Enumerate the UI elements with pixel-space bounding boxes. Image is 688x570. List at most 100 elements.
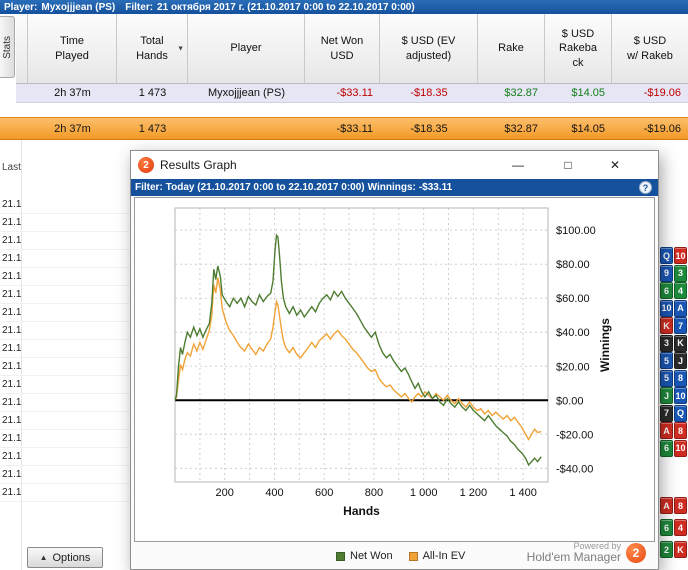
card: 6 bbox=[660, 439, 673, 457]
help-button[interactable]: ? bbox=[639, 181, 652, 194]
card: 6 bbox=[660, 519, 673, 536]
session-time[interactable]: 21.1 bbox=[0, 304, 129, 322]
session-time[interactable]: 21.1 bbox=[0, 484, 129, 502]
powered-by-brand: Powered by Hold'em Manager 2 bbox=[527, 541, 646, 564]
session-time[interactable]: 21.1 bbox=[0, 250, 129, 268]
legend-item-allin-ev: All-In EV bbox=[408, 550, 465, 562]
card: J bbox=[660, 387, 673, 404]
graph-winnings-value: -$33.11 bbox=[418, 182, 453, 193]
card: 10 bbox=[674, 439, 687, 457]
graph-filter-bar: Filter: Today (21.10.2017 0:00 to 22.10.… bbox=[131, 179, 658, 196]
powered-by-line1: Powered by bbox=[573, 541, 621, 551]
session-time[interactable]: 21.1 bbox=[0, 448, 129, 466]
table-row[interactable]: 2h 37m 1 473 Myxojjjean (PS) -$33.11 -$1… bbox=[16, 84, 688, 103]
options-button[interactable]: ▲ Options bbox=[27, 547, 103, 568]
popup-title: Results Graph bbox=[160, 158, 237, 172]
session-time[interactable]: 21.1 bbox=[0, 232, 129, 250]
session-time[interactable]: 21.1 bbox=[0, 430, 129, 448]
results-table-header: Time Played Total Hands ▼ Player Net Won … bbox=[16, 14, 688, 84]
graph-filter-label: Filter: bbox=[135, 182, 163, 193]
cell-player: Myxojjjean (PS) bbox=[207, 87, 286, 99]
card: 3 bbox=[674, 264, 687, 282]
card: A bbox=[674, 299, 687, 317]
session-time[interactable]: 21.1 bbox=[0, 412, 129, 430]
session-time[interactable]: 21.1 bbox=[0, 394, 129, 412]
session-time[interactable]: 21.1 bbox=[0, 196, 129, 214]
cell-w-rakeback: -$19.06 bbox=[643, 87, 681, 99]
y-tick-label: -$40.00 bbox=[556, 463, 593, 475]
results-graph-titlebar[interactable]: 2 Results Graph — □ ✕ bbox=[131, 151, 658, 179]
total-player bbox=[188, 118, 305, 139]
player-filter-status-bar: Player: Myxojjjean (PS) Filter: 21 октяб… bbox=[0, 0, 688, 14]
powered-by-text: Powered by Hold'em Manager bbox=[527, 541, 621, 564]
card: A bbox=[660, 422, 673, 439]
list-column-divider bbox=[21, 140, 22, 570]
total-rake: $32.87 bbox=[504, 122, 538, 135]
col-header-total-hands[interactable]: Total Hands ▼ bbox=[117, 14, 188, 83]
options-button-label: Options bbox=[52, 551, 91, 564]
session-time[interactable]: 21.1 bbox=[0, 268, 129, 286]
col-header-rakeback[interactable]: $ USD Rakeback bbox=[545, 14, 612, 83]
maximize-button[interactable]: □ bbox=[564, 158, 572, 172]
col-header-net-won-label: Net Won USD bbox=[320, 35, 364, 62]
card: 8 bbox=[674, 422, 687, 439]
col-header-time-played[interactable]: Time Played bbox=[28, 14, 117, 83]
hole-cards[interactable]: 10 A bbox=[660, 299, 687, 317]
col-header-w-rakeback[interactable]: $ USD w/ Rakeb bbox=[612, 14, 688, 83]
session-time[interactable]: 21.1 bbox=[0, 286, 129, 304]
minimize-button[interactable]: — bbox=[512, 158, 524, 172]
graph-winnings-label: Winnings: bbox=[367, 182, 416, 193]
session-time[interactable]: 21.1 bbox=[0, 376, 129, 394]
card: 7 bbox=[674, 317, 687, 334]
sort-arrow-icon[interactable]: ▼ bbox=[177, 44, 184, 52]
hole-cards[interactable]: 6 10 bbox=[660, 439, 687, 457]
session-time[interactable]: 21.1 bbox=[0, 340, 129, 358]
session-time-list: 21.1 21.1 21.1 21.1 21.1 21.1 21.1 21.1 21.1 21.1… bbox=[0, 196, 129, 502]
stats-side-tab[interactable]: Stats bbox=[0, 16, 15, 78]
card: 9 bbox=[660, 264, 673, 282]
col-header-player-label: Player bbox=[230, 42, 262, 55]
powered-by-line2: Hold'em Manager bbox=[526, 550, 621, 564]
card: 7 bbox=[660, 404, 673, 422]
x-tick-label: 600 bbox=[315, 487, 333, 499]
hole-cards[interactable]: Q 10 bbox=[660, 247, 687, 264]
card: 10 bbox=[674, 247, 687, 264]
player-label: Player: bbox=[4, 1, 38, 13]
hm2-app-icon-digit: 2 bbox=[143, 159, 149, 171]
row-gutter bbox=[16, 84, 28, 102]
card: K bbox=[660, 317, 673, 334]
cell-rake: $32.87 bbox=[504, 87, 538, 99]
card: 3 bbox=[660, 334, 673, 352]
hole-cards[interactable]: J 10 bbox=[660, 387, 687, 404]
card: 10 bbox=[674, 387, 687, 404]
col-header-rake-label: Rake bbox=[498, 42, 524, 55]
results-chart: $100.00 $80.00 $60.00 $40.00 $20.00 $0.00 -$20… bbox=[174, 207, 612, 518]
legend-item-net-won: Net Won bbox=[336, 550, 393, 562]
session-time[interactable]: 21.1 bbox=[0, 214, 129, 232]
session-time[interactable]: 21.1 bbox=[0, 466, 129, 484]
col-header-rake[interactable]: Rake bbox=[478, 14, 545, 83]
session-time[interactable]: 21.1 bbox=[0, 322, 129, 340]
col-header-net-won[interactable]: Net Won USD bbox=[305, 14, 380, 83]
chart-panel: $100.00 $80.00 $60.00 $40.00 $20.00 $0.00 -$20… bbox=[134, 197, 655, 542]
y-tick-label: $0.00 bbox=[556, 395, 584, 407]
filter-label: Filter: bbox=[125, 1, 154, 13]
session-time[interactable]: 21.1 bbox=[0, 358, 129, 376]
y-tick-label: $20.00 bbox=[556, 361, 590, 373]
col-header-ev-adjusted-label: $ USD (EV adjusted) bbox=[401, 35, 456, 62]
close-button[interactable]: ✕ bbox=[609, 158, 621, 172]
col-header-ev-adjusted[interactable]: $ USD (EV adjusted) bbox=[380, 14, 478, 83]
col-header-player[interactable]: Player bbox=[188, 14, 305, 83]
